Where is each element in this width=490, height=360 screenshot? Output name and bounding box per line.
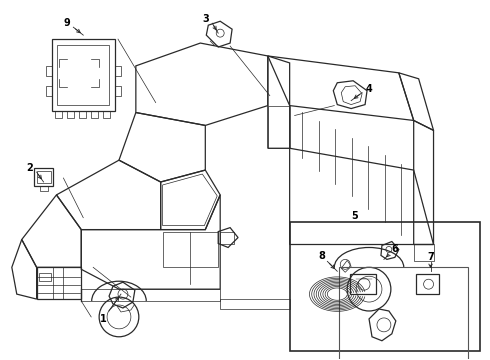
Bar (46, 66, 51, 76)
Bar (115, 86, 121, 96)
Text: 4: 4 (366, 84, 372, 94)
Bar (91, 111, 98, 118)
Text: 1: 1 (100, 314, 106, 324)
Bar (350, 274, 376, 294)
Bar (57, 45, 109, 105)
Bar (51, 39, 115, 111)
Bar (39, 273, 50, 281)
Text: 6: 6 (392, 244, 398, 255)
Bar (103, 111, 110, 118)
Text: 3: 3 (202, 14, 209, 24)
Bar (79, 111, 86, 118)
Bar (34, 168, 53, 186)
Bar (115, 66, 121, 76)
Bar (68, 111, 74, 118)
Text: 2: 2 (26, 163, 33, 173)
Bar (290, 222, 480, 351)
Text: 9: 9 (63, 18, 70, 28)
Bar (416, 274, 440, 294)
Text: 8: 8 (318, 251, 325, 261)
Bar (220, 231, 234, 243)
Bar (46, 86, 51, 96)
Bar (40, 186, 48, 191)
Bar (55, 111, 62, 118)
Text: 7: 7 (427, 252, 434, 262)
Text: 5: 5 (351, 211, 358, 221)
Bar (339, 267, 468, 360)
Bar (37, 171, 50, 183)
